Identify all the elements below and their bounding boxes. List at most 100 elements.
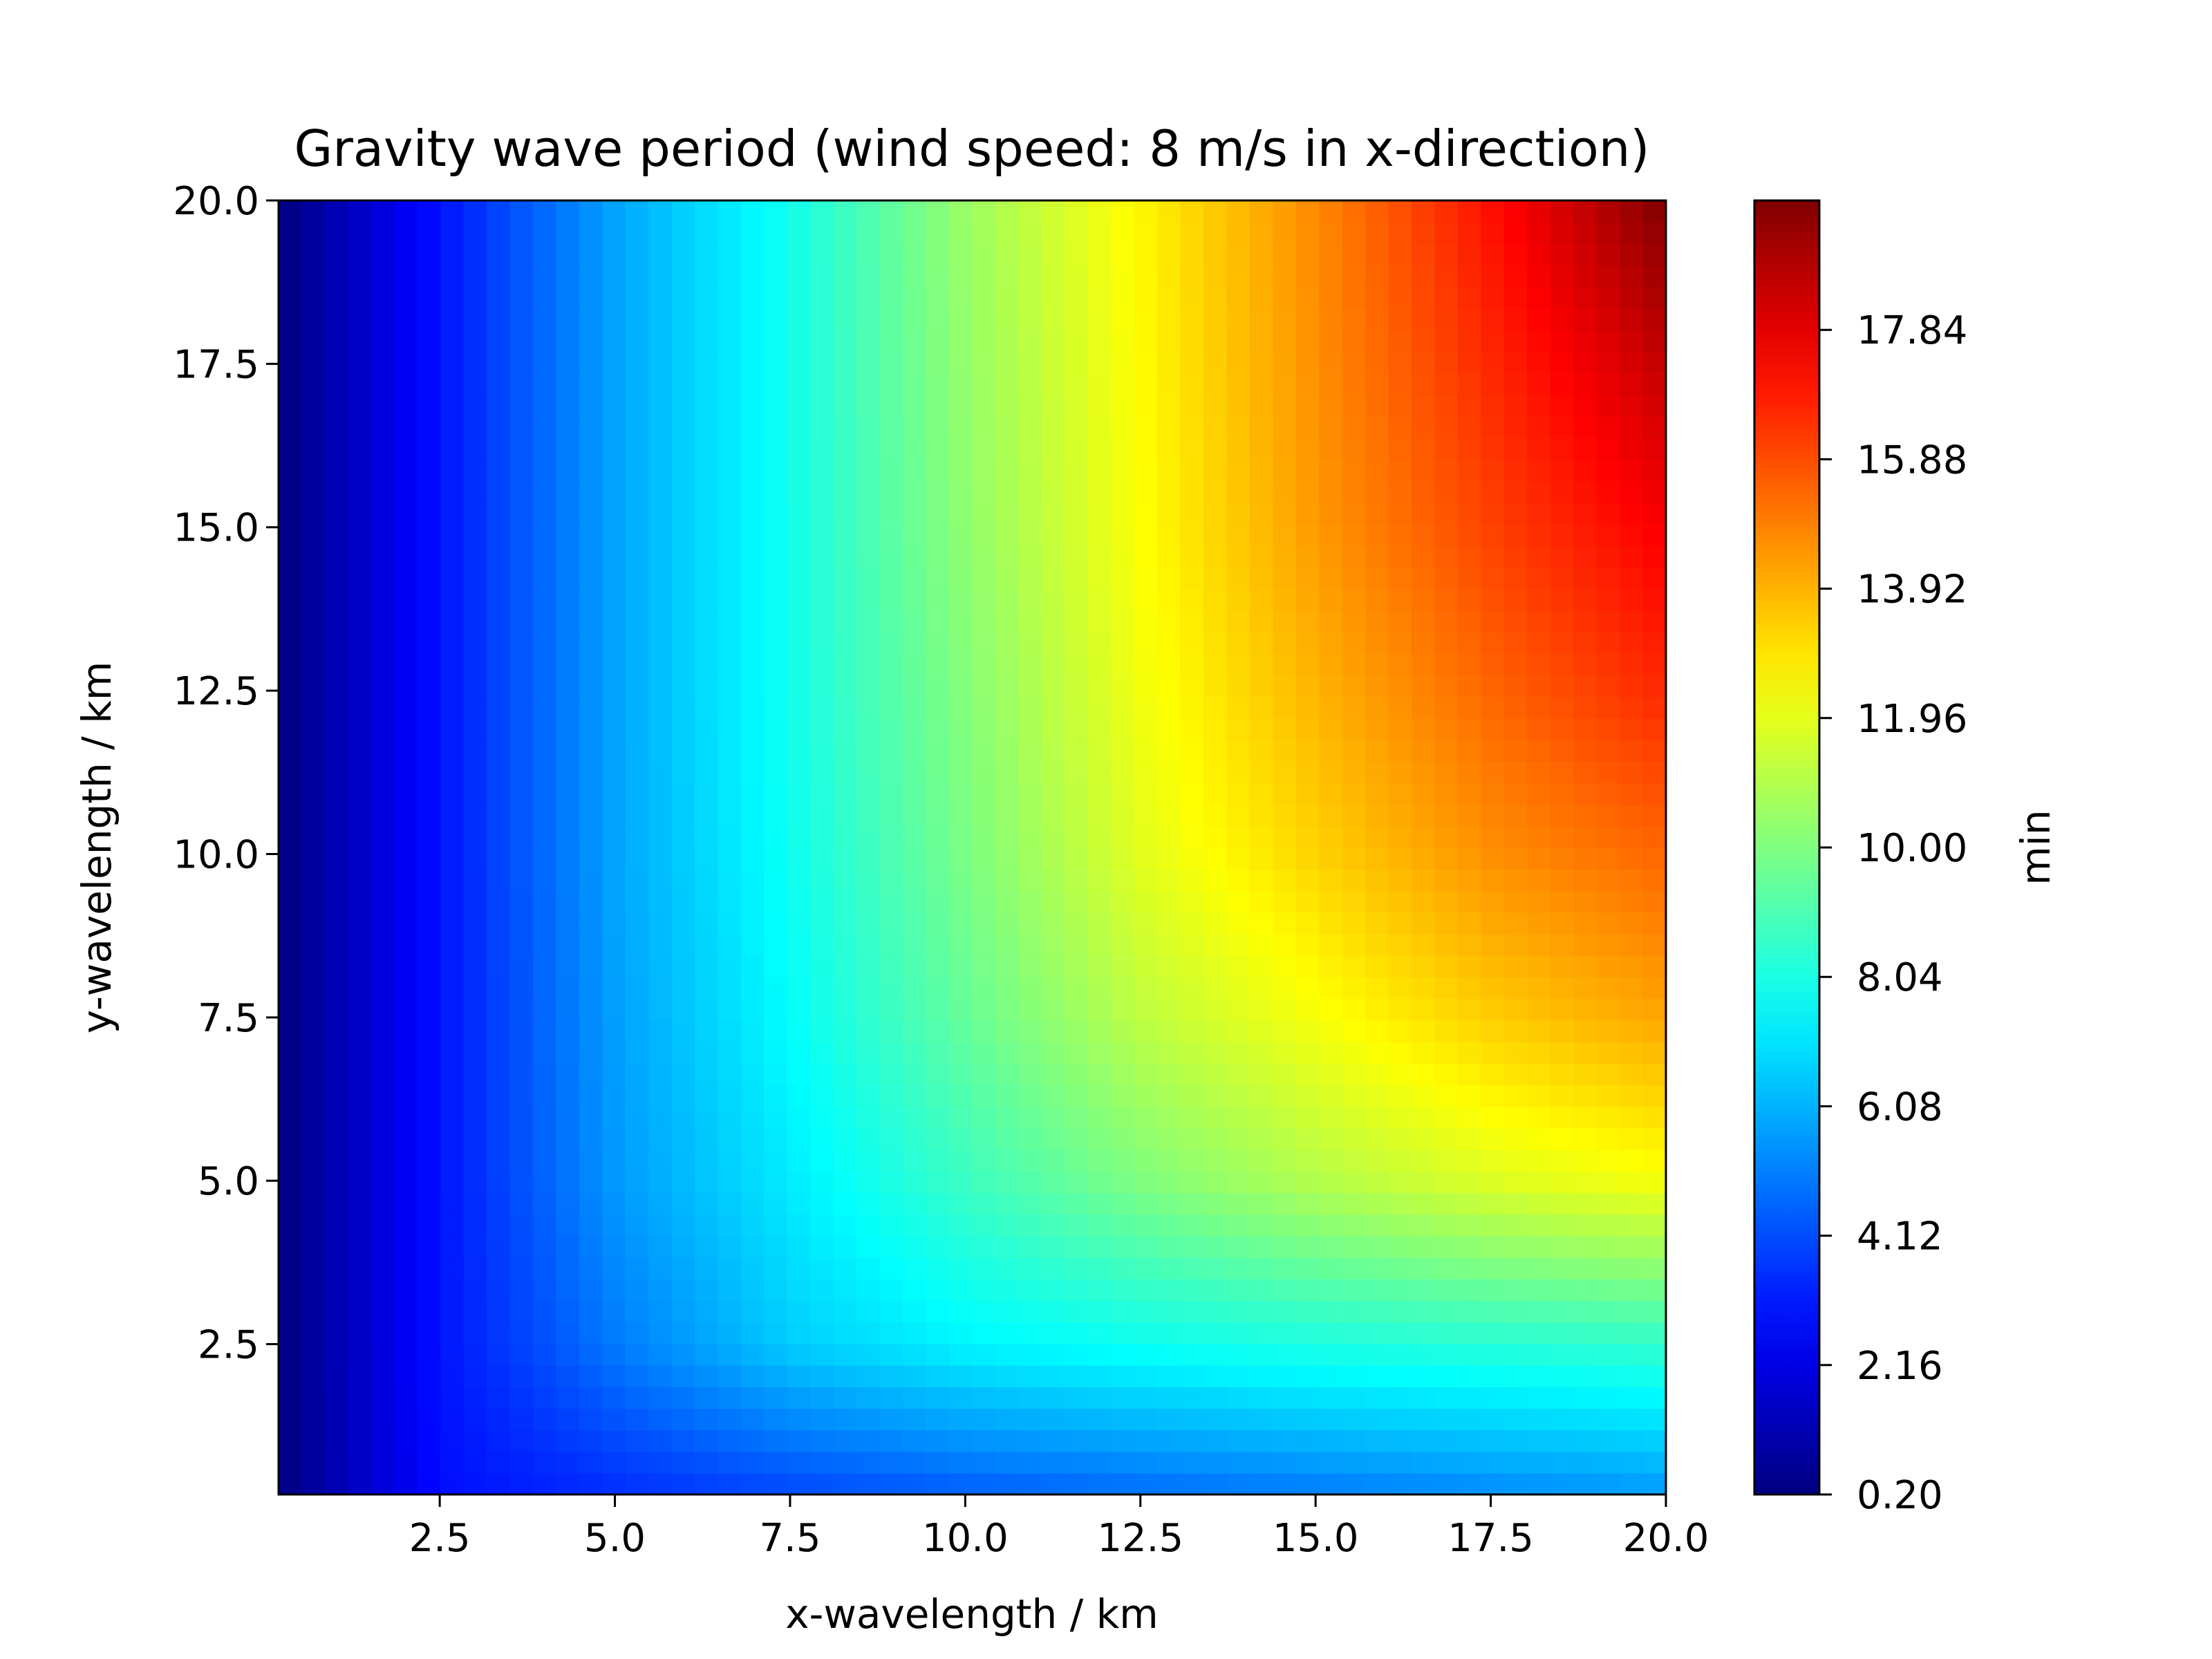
heatmap-cell <box>1457 1387 1482 1409</box>
heatmap-cell <box>1018 1257 1042 1280</box>
heatmap-cell <box>1111 696 1135 719</box>
heatmap-cell <box>741 1192 765 1215</box>
heatmap-cell <box>1295 1408 1320 1431</box>
heatmap-cell <box>1642 653 1666 676</box>
heatmap-cell <box>1503 200 1528 223</box>
heatmap-cell <box>1319 1214 1343 1237</box>
heatmap-cell <box>1342 1365 1366 1387</box>
heatmap-cell <box>1573 524 1597 546</box>
heatmap-cell <box>348 567 372 590</box>
heatmap-cell <box>718 825 742 848</box>
heatmap-cell <box>1620 308 1644 330</box>
heatmap-cell <box>301 653 326 676</box>
heatmap-cell <box>440 847 465 870</box>
heatmap-cell <box>602 1300 626 1323</box>
heatmap-cell <box>556 502 580 525</box>
heatmap-cell <box>1527 545 1551 568</box>
heatmap-cell <box>1481 782 1505 805</box>
heatmap-cell <box>1041 653 1066 676</box>
heatmap-cell <box>1550 1214 1574 1237</box>
heatmap-cell <box>625 222 649 245</box>
heatmap-cell <box>856 782 881 805</box>
heatmap-cell <box>371 1106 395 1129</box>
heatmap-cell <box>301 1408 326 1431</box>
heatmap-cell <box>1180 545 1204 568</box>
heatmap-cell <box>1527 977 1551 1000</box>
heatmap-cell <box>1412 1300 1436 1323</box>
heatmap-cell <box>810 1451 834 1474</box>
heatmap-cell <box>671 1322 695 1344</box>
heatmap-cell <box>787 502 812 525</box>
heatmap-cell <box>1319 1085 1343 1107</box>
heatmap-cell <box>556 869 580 892</box>
heatmap-cell <box>487 1085 511 1107</box>
heatmap-cell <box>1573 545 1597 568</box>
heatmap-cell <box>440 1127 465 1150</box>
heatmap-cell <box>1065 1235 1089 1258</box>
heatmap-cell <box>1503 373 1528 395</box>
heatmap-cell <box>810 330 834 353</box>
heatmap-cell <box>1041 933 1066 956</box>
heatmap-cell <box>1550 308 1574 330</box>
heatmap-cell <box>1157 998 1181 1021</box>
heatmap-cell <box>1226 1020 1250 1042</box>
heatmap-cell <box>926 1149 950 1172</box>
heatmap-cell <box>463 351 487 374</box>
heatmap-cell <box>279 1451 303 1474</box>
heatmap-cell <box>348 696 372 719</box>
heatmap-cell <box>487 524 511 546</box>
heatmap-cell <box>556 977 580 1000</box>
heatmap-cell <box>324 308 349 330</box>
heatmap-cell <box>417 200 441 223</box>
heatmap-cell <box>1134 459 1158 482</box>
heatmap-cell <box>810 933 834 956</box>
heatmap-cell <box>995 804 1020 827</box>
heatmap-cell <box>279 1149 303 1172</box>
heatmap-cell <box>1111 653 1135 676</box>
heatmap-cell <box>833 675 858 697</box>
heatmap-cell <box>695 545 719 568</box>
heatmap-cell <box>1596 200 1620 223</box>
heatmap-cell <box>995 1322 1020 1344</box>
heatmap-cell <box>1180 1235 1204 1258</box>
heatmap-cell <box>463 653 487 676</box>
heatmap-cell <box>949 761 973 784</box>
heatmap-cell <box>394 718 418 740</box>
heatmap-cell <box>671 933 695 956</box>
heatmap-cell <box>556 1192 580 1215</box>
heatmap-cell <box>741 459 765 482</box>
heatmap-cell <box>1434 567 1459 590</box>
heatmap-cell <box>1457 1063 1482 1085</box>
heatmap-cell <box>972 1257 996 1280</box>
heatmap-cell <box>440 1343 465 1366</box>
heatmap-cell <box>1388 1365 1412 1387</box>
heatmap-cell <box>1342 243 1366 266</box>
heatmap-cell <box>532 1430 557 1452</box>
heatmap-cell <box>833 1472 858 1494</box>
heatmap-cell <box>301 394 326 417</box>
heatmap-cell <box>1573 912 1597 935</box>
heatmap-cell <box>301 1279 326 1301</box>
heatmap-cell <box>879 696 903 719</box>
heatmap-cell <box>1180 524 1204 546</box>
heatmap-cell <box>1087 1257 1112 1280</box>
heatmap-cell <box>833 696 858 719</box>
heatmap-cell <box>440 1300 465 1323</box>
heatmap-cell <box>602 243 626 266</box>
heatmap-cell <box>279 696 303 719</box>
heatmap-cell <box>1134 1451 1158 1474</box>
heatmap-cell <box>1620 653 1644 676</box>
heatmap-cell <box>833 718 858 740</box>
heatmap-cell <box>1087 1063 1112 1085</box>
heatmap-cell <box>509 869 534 892</box>
heatmap-cell <box>787 912 812 935</box>
heatmap-cell <box>1203 632 1228 654</box>
heatmap-cell <box>1180 502 1204 525</box>
heatmap-cell <box>695 1085 719 1107</box>
heatmap-cell <box>1388 1235 1412 1258</box>
heatmap-cell <box>440 459 465 482</box>
heatmap-cell <box>1527 998 1551 1021</box>
heatmap-cell <box>1388 438 1412 460</box>
heatmap-cell <box>371 1300 395 1323</box>
heatmap-cell <box>301 200 326 223</box>
